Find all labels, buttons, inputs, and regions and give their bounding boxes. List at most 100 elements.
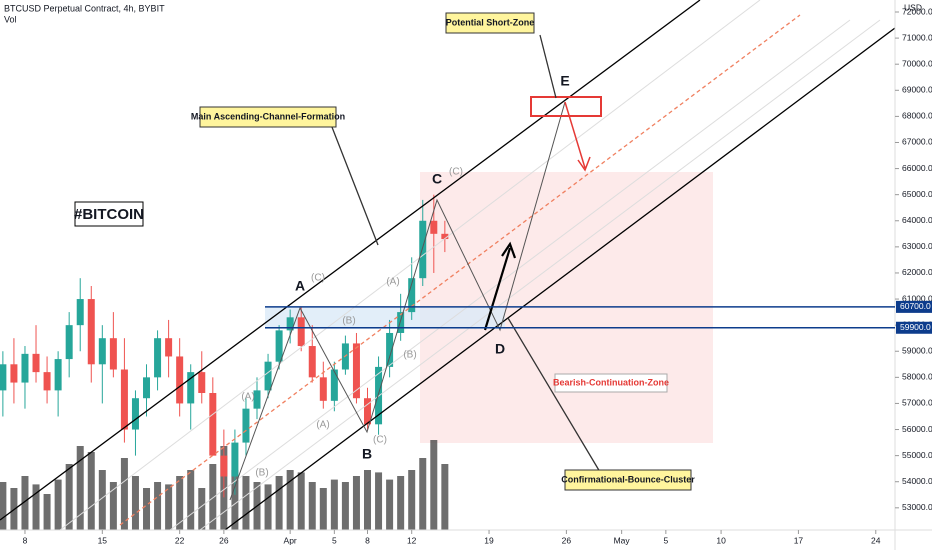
candle-body — [330, 369, 338, 401]
candle-body — [176, 356, 184, 404]
down-arrow-head — [577, 156, 591, 172]
volume-bar — [21, 476, 29, 530]
candle-body — [441, 233, 449, 240]
price-level-label: 59900.0 — [900, 322, 931, 332]
volume-bar — [375, 472, 383, 530]
volume-bar — [386, 479, 394, 530]
candle-body — [220, 455, 228, 477]
volume-bar — [352, 476, 360, 530]
price-level-tag — [896, 300, 932, 313]
x-tick-label: 8 — [23, 535, 28, 545]
subwave-label: (B) — [403, 350, 416, 361]
volume-bar — [264, 484, 272, 530]
candle-body — [297, 317, 305, 347]
x-tick-label: 5 — [332, 535, 337, 545]
y-tick-label: 55000.0 — [902, 450, 932, 460]
volume-bar — [0, 482, 7, 530]
subwave-label: (B) — [255, 468, 268, 479]
y-axis-unit: USD — [904, 2, 922, 12]
subwave-label: (A) — [316, 420, 329, 431]
volume-bar — [154, 482, 162, 530]
label-box — [74, 201, 144, 227]
volume-bar — [131, 476, 139, 530]
candle-body — [386, 332, 394, 367]
x-tick-label: 8 — [365, 535, 370, 545]
callout-box — [445, 12, 535, 34]
wave-label: E — [560, 73, 569, 89]
subwave-label: (B) — [342, 316, 355, 327]
candle-body — [408, 278, 416, 313]
volume-bar — [364, 470, 372, 530]
callout: Potential Short-Zone — [446, 17, 535, 27]
x-tick-label: 5 — [663, 535, 668, 545]
y-tick-label: 53000.0 — [902, 502, 932, 512]
callouts: Potential Short-Zone Main Ascending-Chan… — [74, 12, 695, 491]
y-tick-label: 58000.0 — [902, 372, 932, 382]
price-level-tag — [896, 321, 932, 334]
x-tick-label: 15 — [98, 535, 108, 545]
candle-body — [76, 299, 84, 326]
candle-body — [209, 392, 217, 456]
candle-body — [187, 372, 195, 404]
label: Bearish-Continuation-Zone — [553, 377, 669, 387]
candle-body — [419, 220, 427, 279]
volume-bar — [308, 482, 316, 530]
candle-body — [308, 346, 316, 378]
candle-body — [32, 353, 40, 373]
callout-pointer — [329, 121, 379, 246]
candle-body — [430, 220, 438, 234]
subwave-label: (C) — [373, 435, 387, 446]
volume-bar — [187, 470, 195, 530]
chart-title: BTCUSD Perpetual Contract, 4h, BYBIT — [4, 3, 165, 13]
candle-body — [54, 359, 62, 391]
candle-body — [364, 398, 372, 425]
y-tick-label: 66000.0 — [902, 163, 932, 173]
volume-bar — [76, 446, 84, 530]
label: #BITCOIN — [74, 206, 144, 223]
wave-label: C — [432, 171, 442, 187]
y-tick-label: 71000.0 — [902, 32, 932, 42]
volume-bar — [441, 464, 449, 530]
volume-bar — [109, 482, 117, 530]
x-tick-label: 24 — [871, 535, 881, 545]
volume-bar — [341, 482, 349, 530]
channel-sub — [169, 19, 851, 531]
candle-body — [87, 299, 95, 365]
y-tick-label: 72000.0 — [902, 6, 932, 16]
candle-body — [0, 364, 7, 391]
short-zone-box — [530, 96, 602, 117]
x-tick-label: 26 — [562, 535, 572, 545]
x-tick-label: 22 — [175, 535, 185, 545]
channel-sub — [199, 19, 881, 531]
candle-body — [231, 442, 239, 477]
volume-bar — [286, 470, 294, 530]
candle-body — [98, 338, 106, 365]
y-tick-label: 61000.0 — [902, 293, 932, 303]
channel-bottom — [224, 27, 896, 531]
candle-body — [397, 312, 405, 333]
wave-path — [229, 101, 566, 501]
candle-body — [165, 338, 173, 357]
y-tick-label: 65000.0 — [902, 189, 932, 199]
wave-label: B — [362, 446, 372, 462]
volume-bar — [419, 458, 427, 530]
y-tick-label: 64000.0 — [902, 215, 932, 225]
volume-bar — [32, 484, 40, 530]
channel — [0, 0, 896, 531]
channel-mid — [119, 14, 801, 526]
x-tick-label: 10 — [716, 535, 726, 545]
volume-bar — [65, 464, 73, 530]
candle-body — [198, 372, 206, 393]
volume-bar — [330, 479, 338, 530]
callout: Main Ascending-Channel-Formation — [191, 111, 345, 121]
y-tick-label: 54000.0 — [902, 476, 932, 486]
candle-body — [131, 398, 139, 430]
candle-body — [253, 390, 261, 409]
candle-body — [352, 343, 360, 399]
candle-body — [109, 338, 117, 370]
y-tick-label: 70000.0 — [902, 58, 932, 68]
volume-bar — [87, 452, 95, 530]
wave-label: D — [495, 341, 505, 357]
candle-body — [264, 361, 272, 391]
wave-labels: A B C D E (A) (A) (A) (B) (B) (B) (C) (C… — [241, 73, 569, 479]
